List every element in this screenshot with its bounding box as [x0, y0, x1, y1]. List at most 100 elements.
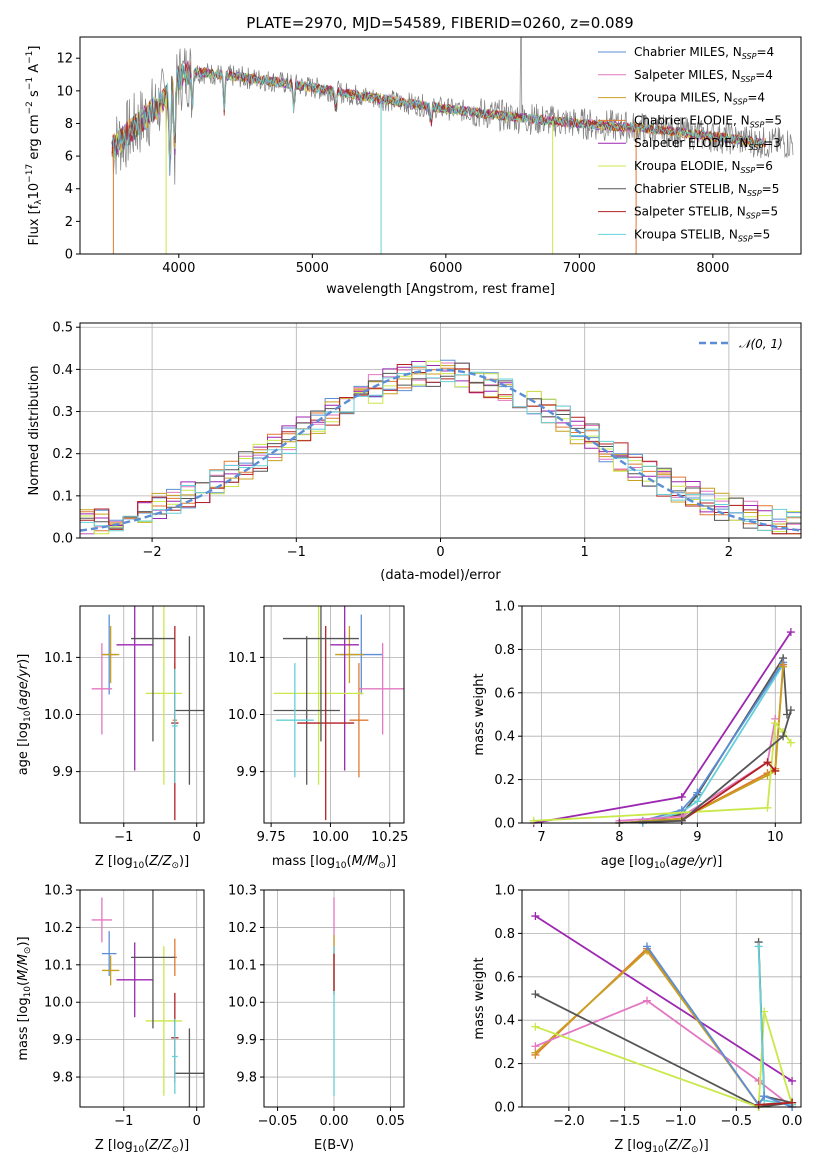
massweight-marker: [779, 732, 788, 741]
label-part: ⊙: [378, 861, 386, 871]
x-axis-label: (data-model)/error: [380, 568, 501, 583]
y-tick-label: 0.4: [494, 1014, 515, 1029]
legend-entry: Kroupa STELIB, NSSP=5: [634, 227, 770, 243]
y-tick-label: 1.0: [494, 884, 515, 899]
label-part: )]: [712, 854, 722, 869]
y-tick-label: 10.1: [228, 651, 257, 666]
axes-frame: [521, 605, 802, 824]
x-axis-label: wavelength [Angstrom, rest frame]: [326, 282, 555, 297]
label-part: 10: [133, 861, 145, 871]
legend-entry: Chabrier ELODIE, NSSP=5: [634, 113, 782, 129]
x-axis-label: Z [log10(Z/Z⊙)]: [614, 1138, 708, 1155]
y-tick-label: 0.2: [52, 447, 73, 462]
x-tick-label: 10.25: [371, 830, 408, 845]
y-tick-label: 10: [56, 84, 73, 99]
y-tick-label: 9.9: [236, 1033, 257, 1048]
x-axis-label: Z [log10(Z/Z⊙)]: [95, 854, 189, 871]
massweight-series-line: [619, 718, 777, 822]
label-part: ]: [27, 46, 42, 51]
label-part: −17: [25, 164, 35, 183]
y-axis-label: mass [log10(M/M⊙)]: [16, 936, 33, 1060]
massweight-marker: [754, 942, 763, 951]
y-tick-label: 0.0: [494, 1101, 515, 1116]
legend-entry: Salpeter ELODIE, NSSP=3: [634, 136, 781, 152]
label-part: ⊙: [171, 1145, 179, 1155]
massweight-marker: [642, 996, 651, 1005]
legend-subscript: SSP: [750, 120, 765, 129]
age-vs-metallicity-panel: −1 09.910.010.1Z [log10(Z/Z⊙)]age [log10(…: [16, 605, 205, 871]
y-axis-label: Normed distribution: [27, 366, 42, 496]
legend-entry: Chabrier STELIB, NSSP=5: [634, 182, 779, 198]
y-tick-label: 6: [65, 150, 73, 165]
legend-subscript: SSP: [738, 234, 753, 243]
massweight-marker: [642, 942, 651, 951]
massweight-series-line: [534, 949, 793, 1106]
massweight-marker: [693, 797, 702, 806]
legend-nssp: =5: [764, 113, 782, 127]
x-tick-label: 1: [581, 545, 589, 560]
label-part: Z [log: [614, 1138, 652, 1153]
figure-title: PLATE=2970, MJD=54589, FIBERID=0260, z=0…: [246, 14, 633, 32]
spectrum-panel: 4000 5000 6000 7000 8000 0 2 4 6 8 10 12 wavelength …: [25, 36, 802, 297]
label-part: age/yr: [670, 854, 713, 869]
y-tick-label: 10.1: [44, 651, 73, 666]
label-part: erg cm: [27, 114, 42, 163]
label-part: M/M: [16, 954, 31, 981]
label-part: s: [27, 90, 42, 101]
y-tick-label: 1.0: [494, 600, 515, 615]
massweight-marker: [531, 1022, 540, 1031]
label-part: ⊙: [23, 947, 33, 955]
label-part: 10: [27, 183, 42, 200]
y-tick-label: 0.2: [494, 773, 515, 788]
y-tick-label: 0.0: [494, 817, 515, 832]
y-tick-label: 10.3: [228, 884, 257, 899]
axes-frame: [79, 36, 802, 255]
label-part: Z [log: [95, 1138, 133, 1153]
label-part: (: [16, 706, 31, 711]
y-tick-label: 0.3: [52, 405, 73, 420]
massweight-marker: [779, 662, 788, 671]
x-tick-label: 9.75: [257, 830, 286, 845]
massweight-marker: [531, 990, 540, 999]
x-tick-label: 10: [767, 830, 784, 845]
axes-frame: [263, 605, 405, 824]
axes-frame: [263, 889, 405, 1108]
y-tick-label: 0.5: [52, 321, 73, 336]
residuals-panel: −2 −1 0 1 2 0.0 0.1 0.2 0.3 0.4 0.5 𝒩(0, 1) (data-mo…: [27, 321, 802, 583]
y-tick-label: 9.9: [52, 1033, 73, 1048]
label-part: 10: [335, 861, 347, 871]
massweight-series-line: [535, 999, 793, 1107]
axes-frame: [521, 889, 802, 1108]
massweight-marker: [677, 792, 686, 801]
massweight-marker: [788, 1098, 797, 1107]
axes-frame: [79, 889, 205, 1108]
legend-text: Salpeter MILES, N: [634, 68, 741, 82]
massweight-series-line: [533, 631, 792, 823]
model-spectrum-line: [111, 67, 767, 161]
massweight-series-line: [646, 945, 793, 1107]
y-tick-label: 10.1: [228, 958, 257, 973]
massweight-vs-metallicity-panel: −2.0 −1.5 −1.0 −0.5 0.0 0.0 0.2 0.4 0.6 0.8 1.0 Z […: [472, 884, 802, 1156]
legend-subscript: SSP: [746, 212, 761, 221]
x-tick-label: −0.5: [720, 1114, 752, 1129]
legend-subscript: SSP: [742, 52, 757, 61]
normal-reference-curve: [79, 368, 802, 532]
label-part: mass [log: [272, 854, 335, 869]
x-tick-label: 8000: [696, 261, 729, 276]
y-tick-label: 9.8: [52, 1071, 73, 1086]
massweight-marker: [531, 912, 540, 921]
age-vs-mass-panel: 9.75 10.00 10.25 9.9 10.0 10.1 mass [log10(M/M…: [228, 605, 408, 871]
label-part: Flux [f: [27, 204, 42, 245]
x-axis-label: mass [log10(M/M⊙)]: [272, 854, 396, 871]
y-tick-label: 12: [56, 52, 73, 67]
x-tick-label: 0: [436, 545, 444, 560]
label-part: age/yr: [16, 662, 31, 705]
x-tick-label: 7000: [563, 261, 596, 276]
y-tick-label: 0.8: [494, 643, 515, 658]
histogram-series: [80, 365, 801, 535]
y-tick-label: 10.0: [44, 708, 73, 723]
label-part: ⊙: [691, 1145, 699, 1155]
y-tick-label: 2: [65, 215, 73, 230]
label-part: 10: [23, 986, 33, 998]
